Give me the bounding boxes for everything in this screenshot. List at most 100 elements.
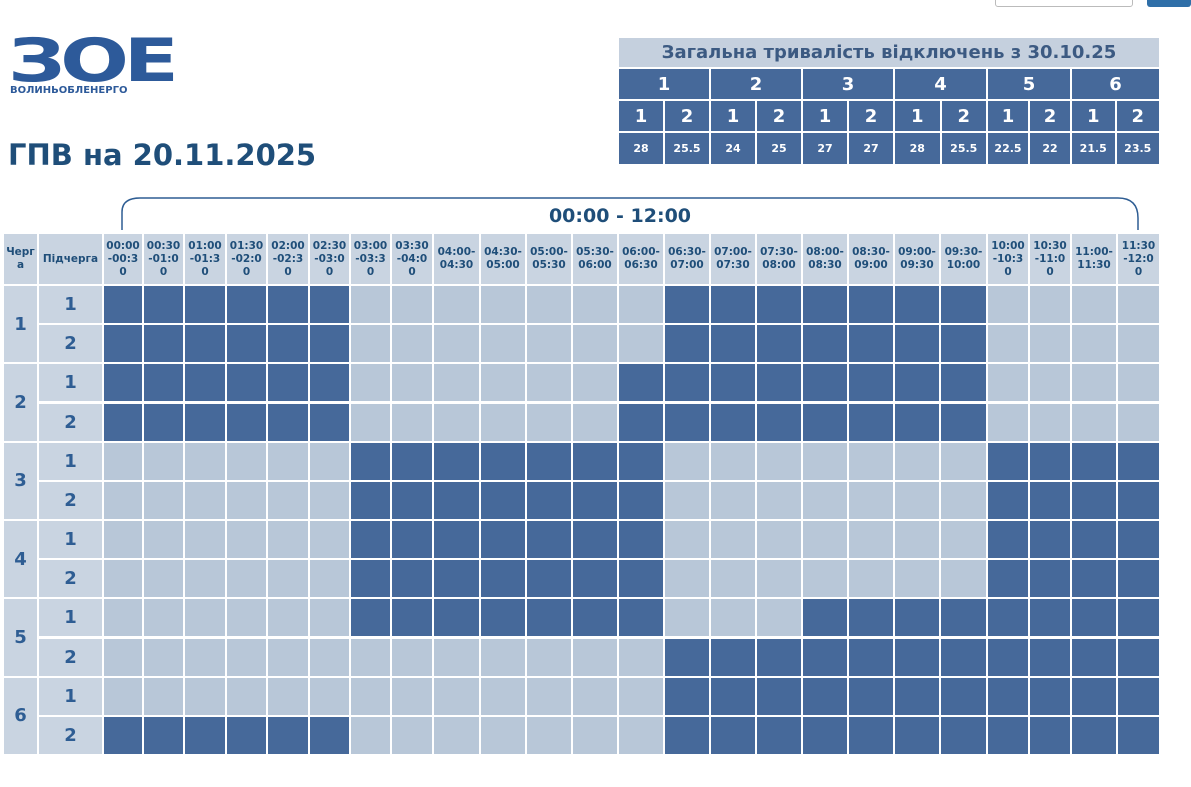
power-cell [351,286,390,324]
subqueue-label: 1 [39,286,102,324]
power-cell [104,521,142,559]
outage-cell [941,364,986,402]
slot-header: 08:30-09:00 [849,234,893,284]
search-box[interactable] [995,0,1133,7]
subgroup-label: 2 [1030,101,1070,131]
outage-cell [895,403,939,441]
subqueue-label: 1 [39,599,102,637]
outage-cell [665,325,709,363]
power-cell [481,403,525,441]
outage-cell [849,599,893,637]
slot-header: 05:30-06:00 [573,234,617,284]
power-cell [665,442,709,480]
outage-cell [895,364,939,402]
slot-header: 04:00-04:30 [434,234,479,284]
outage-cell [1072,599,1116,637]
power-cell [144,481,183,519]
power-cell [392,403,432,441]
outage-cell [392,560,432,598]
power-cell [757,560,801,598]
outage-cell [988,677,1028,715]
outage-cell [351,521,390,559]
group-label: 1 [619,69,709,99]
power-cell [392,286,432,324]
power-cell [527,638,571,676]
power-cell [144,677,183,715]
outage-cell [434,521,479,559]
subgroup-label: 1 [988,101,1028,131]
power-cell [1072,364,1116,402]
outage-cell [665,364,709,402]
power-cell [941,481,986,519]
power-cell [988,325,1028,363]
hours-value: 22 [1030,133,1070,164]
power-cell [434,325,479,363]
outage-cell [803,364,847,402]
outage-cell [1118,442,1159,480]
outage-cell [941,325,986,363]
slot-header: 06:00-06:30 [619,234,663,284]
outage-cell [757,325,801,363]
power-cell [1118,286,1159,324]
power-cell [895,481,939,519]
subqueue-label: 2 [39,325,102,363]
slot-header: 04:30-05:00 [481,234,525,284]
slot-header: 01:30-02:00 [227,234,266,284]
outage-cell [941,599,986,637]
power-cell [434,638,479,676]
outage-cell [573,481,617,519]
outage-cell [988,716,1028,754]
slot-header: 09:00-09:30 [895,234,939,284]
search-button[interactable] [1147,0,1191,7]
outage-cell [527,481,571,519]
outage-cell [849,364,893,402]
outage-cell [757,677,801,715]
power-cell [1030,403,1070,441]
outage-cell [104,716,142,754]
slot-header: 07:30-08:00 [757,234,801,284]
power-cell [803,442,847,480]
outage-cell [1118,638,1159,676]
power-cell [351,364,390,402]
top-bar-edge [0,0,1191,6]
outage-cell [527,560,571,598]
outage-cell [988,521,1028,559]
power-cell [268,677,308,715]
outage-cell [227,286,266,324]
outage-cell [104,325,142,363]
power-cell [711,560,755,598]
power-cell [481,677,525,715]
subgroup-label: 1 [895,101,940,131]
power-cell [711,599,755,637]
outage-cell [104,364,142,402]
outage-cell [1072,560,1116,598]
power-cell [895,521,939,559]
power-cell [849,560,893,598]
power-cell [104,442,142,480]
power-cell [803,560,847,598]
outage-cell [849,677,893,715]
power-cell [803,521,847,559]
power-cell [711,481,755,519]
outage-cell [481,442,525,480]
hours-value: 22.5 [988,133,1028,164]
power-cell [1118,364,1159,402]
outage-cell [711,716,755,754]
summary-title: Загальна тривалість відключень з 30.10.2… [619,38,1159,67]
power-cell [185,442,225,480]
power-cell [310,442,349,480]
power-cell [310,677,349,715]
power-cell [268,521,308,559]
power-cell [481,716,525,754]
outage-cell [268,364,308,402]
power-cell [757,481,801,519]
power-cell [227,560,266,598]
outage-cell [227,403,266,441]
power-cell [185,481,225,519]
power-cell [392,364,432,402]
outage-cell [1072,481,1116,519]
power-cell [392,677,432,715]
subqueue-label: 2 [39,560,102,598]
outage-cell [573,442,617,480]
outage-cell [144,325,183,363]
